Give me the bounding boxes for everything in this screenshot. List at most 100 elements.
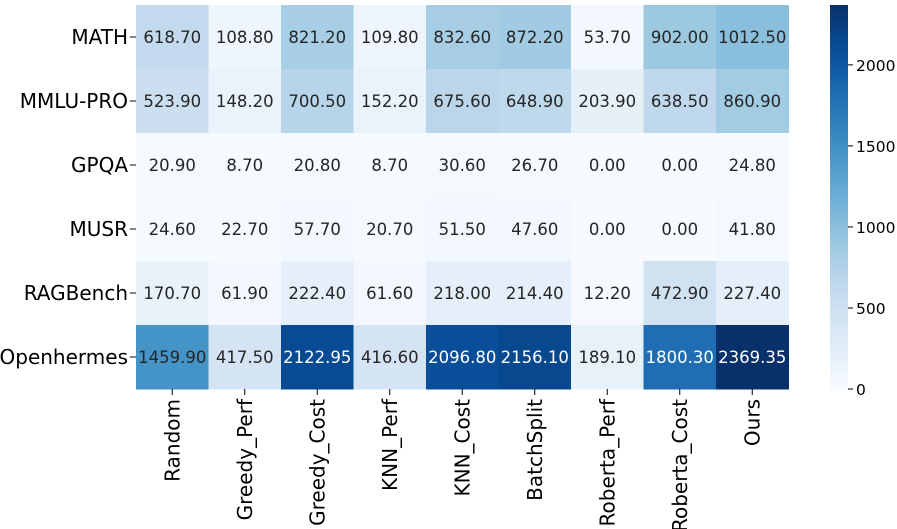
cell-value-label: 648.90	[506, 92, 564, 111]
cell-value-label: 24.60	[149, 220, 196, 239]
heatmap-cell	[643, 133, 717, 198]
heatmap-cell	[136, 133, 209, 198]
cell-value-label: 227.40	[723, 284, 781, 303]
cell-value-label: 24.80	[729, 156, 776, 175]
heatmap-cell	[643, 261, 717, 326]
heatmap-cell	[498, 5, 572, 70]
cell-value-label: 41.80	[729, 220, 776, 239]
row-label: GPQA	[71, 153, 128, 177]
cell-value-label: 618.70	[143, 28, 201, 47]
row-label: Openhermes	[0, 345, 128, 369]
cell-value-label: 2369.35	[718, 348, 786, 367]
heatmap-cell	[208, 325, 282, 390]
heatmap-cell	[426, 325, 499, 390]
cell-value-label: 108.80	[216, 28, 274, 47]
cell-value-label: 0.00	[589, 156, 626, 175]
cell-value-label: 417.50	[216, 348, 274, 367]
cell-value-label: 222.40	[288, 284, 346, 303]
heatmap-cell	[281, 261, 354, 326]
column-label: Random	[160, 399, 184, 482]
heatmap-cell	[136, 5, 209, 70]
heatmap-cell	[281, 325, 354, 390]
heatmap-cell	[208, 197, 282, 262]
heatmap-cell	[498, 197, 572, 262]
cell-value-label: 214.40	[506, 284, 564, 303]
cell-value-label: 416.60	[361, 348, 419, 367]
heatmap-cell	[426, 69, 499, 134]
cell-value-label: 20.90	[149, 156, 196, 175]
heatmap-cell	[643, 5, 717, 70]
cell-value-label: 1012.50	[718, 28, 786, 47]
cell-value-label: 700.50	[288, 92, 346, 111]
cell-value-label: 8.70	[226, 156, 263, 175]
heatmap-cell	[208, 5, 282, 70]
cell-value-label: 832.60	[433, 28, 491, 47]
row-label: RAGBench	[24, 281, 128, 305]
colorbar-tick-label: 500	[856, 300, 886, 318]
heatmap-cell	[136, 69, 209, 134]
heatmap-cell	[643, 325, 717, 390]
cell-value-label: 0.00	[661, 156, 698, 175]
cell-value-label: 1800.30	[646, 348, 714, 367]
cell-value-label: 148.20	[216, 92, 274, 111]
heatmap-cell	[716, 5, 789, 70]
heatmap-cell	[353, 261, 427, 326]
heatmap-cell	[136, 261, 209, 326]
heatmap-cell	[498, 261, 572, 326]
column-label: KNN_Perf	[378, 398, 402, 491]
colorbar-tick-label: 0	[856, 381, 866, 399]
heatmap-cell	[571, 197, 644, 262]
cell-value-label: 51.50	[439, 220, 486, 239]
cell-value-label: 675.60	[433, 92, 491, 111]
cell-value-label: 8.70	[371, 156, 408, 175]
heatmap-cell	[426, 5, 499, 70]
cell-value-labels: 618.70 108.80 821.20 109.80 832.60 872.20 53.7…	[138, 28, 786, 367]
cell-value-label: 860.90	[723, 92, 781, 111]
cell-value-label: 12.20	[584, 284, 631, 303]
cell-value-label: 30.60	[439, 156, 486, 175]
heatmap-cell	[281, 197, 354, 262]
cell-value-label: 57.70	[294, 220, 341, 239]
column-label: Roberta_Cost	[668, 399, 692, 529]
colorbar-tick-label: 1500	[856, 138, 895, 156]
cell-value-label: 2122.95	[283, 348, 351, 367]
heatmap-cell	[281, 69, 354, 134]
heatmap-cell	[716, 69, 789, 134]
heatmap-cell	[716, 261, 789, 326]
cell-value-label: 189.10	[578, 348, 636, 367]
heatmap-cell	[353, 325, 427, 390]
heatmap-cell	[571, 5, 644, 70]
cell-value-label: 203.90	[578, 92, 636, 111]
column-label: Greedy_Cost	[305, 399, 329, 526]
heatmap-cell	[208, 261, 282, 326]
heatmap-cell	[426, 133, 499, 198]
heatmap-cell	[498, 69, 572, 134]
heatmap-cell	[571, 325, 644, 390]
heatmap-cell	[571, 69, 644, 134]
row-labels: MATH MMLU-PRO GPQA MUSR RAGBench Openhermes	[0, 25, 136, 369]
colorbar: 0 500 1000 1500 2000	[830, 5, 895, 399]
heatmap-cell	[136, 197, 209, 262]
cell-value-label: 109.80	[361, 28, 419, 47]
heatmap-cell	[498, 133, 572, 198]
cell-value-label: 2096.80	[428, 348, 496, 367]
cell-value-label: 152.20	[361, 92, 419, 111]
heatmap-cell	[716, 325, 789, 390]
colorbar-tick-label: 1000	[856, 219, 895, 237]
heatmap-cell	[571, 133, 644, 198]
cell-value-label: 0.00	[589, 220, 626, 239]
heatmap-cell	[353, 133, 427, 198]
heatmap-cell	[426, 197, 499, 262]
heatmap-cell	[208, 69, 282, 134]
row-label: MATH	[71, 25, 128, 49]
heatmap-cell	[571, 261, 644, 326]
heatmap-cell	[643, 69, 717, 134]
cell-value-label: 47.60	[511, 220, 558, 239]
cell-value-label: 1459.90	[138, 348, 206, 367]
cell-value-label: 821.20	[288, 28, 346, 47]
colorbar-gradient	[830, 5, 848, 389]
cell-value-label: 218.00	[433, 284, 491, 303]
colorbar-tick-label: 2000	[856, 57, 895, 75]
heatmap-cells	[136, 5, 789, 390]
